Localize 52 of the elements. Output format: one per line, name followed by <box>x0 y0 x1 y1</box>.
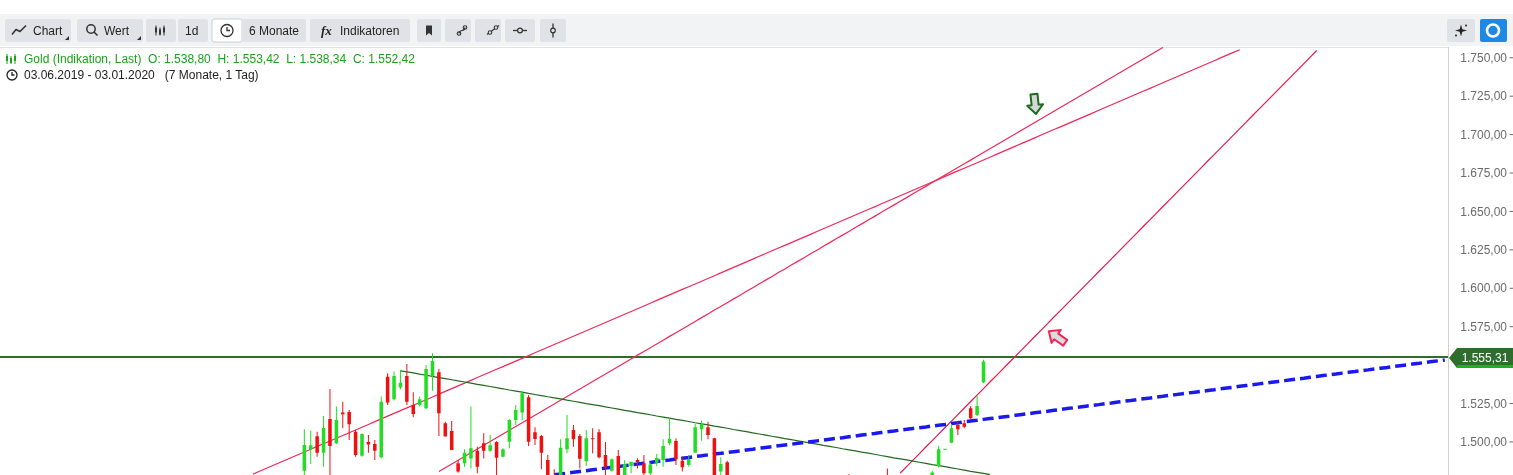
text: fx <box>321 23 333 39</box>
y-tick-label: 1.625,00 <box>1460 243 1508 258</box>
candlestick <box>411 392 416 418</box>
text: Indikatoren <box>340 23 400 38</box>
candlestick <box>347 409 351 440</box>
candlestick <box>584 429 589 466</box>
candlestick <box>590 428 595 454</box>
candlestick <box>642 455 646 475</box>
y-tick-label: 1.500,00 <box>1460 435 1508 450</box>
candlestick <box>456 459 460 473</box>
candlestick <box>610 458 614 472</box>
candlestick <box>360 433 364 457</box>
candlestick <box>975 396 979 416</box>
candlestick <box>308 430 313 464</box>
candlestick <box>405 363 409 405</box>
candlestick <box>437 368 441 436</box>
candlestick <box>315 431 319 457</box>
line-series <box>399 370 991 475</box>
text: 03.06.2019 - 03.01.2020 (7 Monate, 1 Tag) <box>24 68 259 83</box>
text: Chart <box>33 23 64 38</box>
y-tick-label: 1.525,00 <box>1460 396 1508 411</box>
ref-line-label: 1.555,31 <box>1461 350 1509 365</box>
line-series <box>552 358 1447 475</box>
text: 1d <box>185 23 199 38</box>
y-tick-label: 1.725,00 <box>1460 89 1508 104</box>
text: 6 Monate <box>249 23 300 38</box>
candlestick <box>687 455 691 467</box>
candlestick <box>719 457 723 475</box>
candlestick <box>706 421 710 440</box>
candlestick <box>725 460 729 475</box>
candlestick <box>661 439 665 467</box>
candlestick <box>693 423 697 453</box>
candlestick <box>533 427 537 446</box>
y-tick-label: 1.675,00 <box>1460 166 1508 181</box>
y-tick-label: 1.750,00 <box>1460 50 1508 65</box>
y-tick-label: 1.600,00 <box>1460 281 1508 296</box>
y-tick-label: 1.575,00 <box>1460 319 1508 334</box>
y-tick-label: 1.650,00 <box>1460 204 1508 219</box>
candlestick <box>488 435 492 452</box>
candlestick <box>520 391 524 420</box>
candlestick <box>565 414 569 454</box>
candlestick <box>373 439 377 460</box>
y-tick-label: 1.700,00 <box>1460 127 1508 142</box>
candlestick <box>501 448 505 458</box>
line-series <box>899 49 1318 474</box>
text: Gold (Indikation, Last) O: 1.538,80 H: 1.553,42 L: 1.538,34 C: 1.552,42 <box>24 52 416 67</box>
candlestick <box>514 404 518 425</box>
candlestick <box>469 406 473 469</box>
candlestick <box>578 433 582 469</box>
candlestick <box>328 388 332 475</box>
text: Wert <box>104 23 130 38</box>
candlestick <box>930 470 934 475</box>
